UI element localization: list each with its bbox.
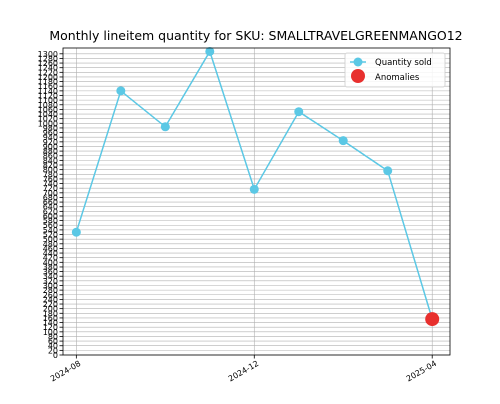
y-tick-label: 720 — [43, 184, 58, 193]
y-tick-label: 420 — [43, 254, 58, 263]
y-tick-label: 640 — [43, 203, 58, 212]
data-point-2024-08 — [71, 227, 81, 237]
legend: Quantity sold Anomalies — [344, 52, 446, 88]
y-tick-label: 340 — [43, 272, 58, 281]
data-point-2025-01 — [294, 107, 304, 117]
anomaly-point-2025-04 — [425, 312, 440, 327]
legend-label-quantity: Quantity sold — [375, 58, 432, 68]
y-tick-label: 1240 — [38, 64, 58, 73]
y-tick-label: 220 — [43, 300, 58, 309]
y-tick-label: 300 — [43, 281, 58, 290]
data-point-2024-10 — [160, 122, 170, 132]
y-tick-label: 880 — [43, 147, 58, 156]
legend-marker-anomalies — [351, 69, 365, 83]
y-tick-label: 1220 — [38, 68, 58, 77]
y-tick-label: 40 — [48, 342, 58, 351]
y-tick-label: 120 — [43, 323, 58, 332]
data-point-2024-11 — [205, 46, 215, 56]
y-tick-label: 620 — [43, 207, 58, 216]
y-tick-label: 800 — [43, 166, 58, 175]
y-tick-label: 1180 — [38, 78, 58, 87]
y-tick-label: 80 — [48, 332, 58, 341]
y-tick-label: 760 — [43, 175, 58, 184]
series-layer — [71, 46, 440, 327]
data-point-2024-09 — [116, 86, 126, 96]
y-tick-label: 360 — [43, 268, 58, 277]
legend-marker-quantity — [353, 57, 363, 67]
y-tick-label: 1140 — [38, 87, 58, 96]
y-tick-label: 60 — [48, 337, 58, 346]
y-tick-label: 900 — [43, 142, 58, 151]
y-tick-label: 480 — [43, 240, 58, 249]
y-tick-label: 260 — [43, 291, 58, 300]
y-tick-label: 440 — [43, 249, 58, 258]
y-tick-label: 960 — [43, 129, 58, 138]
y-tick-label: 100 — [43, 328, 58, 337]
data-point-2025-03 — [383, 166, 393, 176]
y-tick-label: 1260 — [38, 59, 58, 68]
y-tick-label: 600 — [43, 212, 58, 221]
y-tick-label: 920 — [43, 138, 58, 147]
y-tick-label: 460 — [43, 244, 58, 253]
y-tick-label: 1000 — [38, 119, 58, 128]
y-tick-label: 860 — [43, 152, 58, 161]
y-tick-label: 0 — [53, 351, 58, 360]
legend-box — [344, 52, 446, 88]
y-tick-label: 820 — [43, 161, 58, 170]
grid-layer — [63, 48, 450, 356]
y-tick-label: 280 — [43, 286, 58, 295]
y-tick-label: 700 — [43, 189, 58, 198]
y-tick-label: 320 — [43, 277, 58, 286]
y-tick-label: 240 — [43, 295, 58, 304]
chart-title: Monthly lineitem quantity for SKU: SMALL… — [49, 28, 462, 43]
y-tick-label: 980 — [43, 124, 58, 133]
y-tick-label: 780 — [43, 170, 58, 179]
y-tick-label: 1280 — [38, 54, 58, 63]
y-tick-label: 160 — [43, 314, 58, 323]
y-tick-label: 180 — [43, 309, 58, 318]
y-tick-label: 500 — [43, 235, 58, 244]
y-tick-label: 540 — [43, 226, 58, 235]
y-tick-label: 1040 — [38, 110, 58, 119]
y-tick-label: 380 — [43, 263, 58, 272]
y-tick-label: 1160 — [38, 82, 58, 91]
y-tick-label: 560 — [43, 221, 58, 230]
y-tick-label: 680 — [43, 193, 58, 202]
y-tick-label: 1200 — [38, 73, 58, 82]
y-tick-label: 520 — [43, 231, 58, 240]
legend-label-anomalies: Anomalies — [375, 73, 420, 83]
y-tick-label: 140 — [43, 319, 58, 328]
y-tick-label: 1080 — [38, 101, 58, 110]
y-tick-label: 1120 — [38, 91, 58, 100]
y-tick-label: 1060 — [38, 105, 58, 114]
plot-frame — [62, 47, 451, 356]
y-tick-label: 1020 — [38, 115, 58, 124]
y-tick-label: 400 — [43, 258, 58, 267]
y-tick-label: 1300 — [38, 50, 58, 59]
y-tick-label: 1100 — [38, 96, 58, 105]
y-tick-label: 940 — [43, 133, 58, 142]
data-point-2025-02 — [338, 136, 348, 146]
data-point-2024-12 — [249, 184, 259, 194]
y-tick-label: 580 — [43, 217, 58, 226]
y-tick-label: 660 — [43, 198, 58, 207]
y-tick-label: 20 — [48, 346, 58, 355]
y-tick-label: 840 — [43, 156, 58, 165]
y-tick-label: 740 — [43, 180, 58, 189]
y-tick-label: 200 — [43, 305, 58, 314]
